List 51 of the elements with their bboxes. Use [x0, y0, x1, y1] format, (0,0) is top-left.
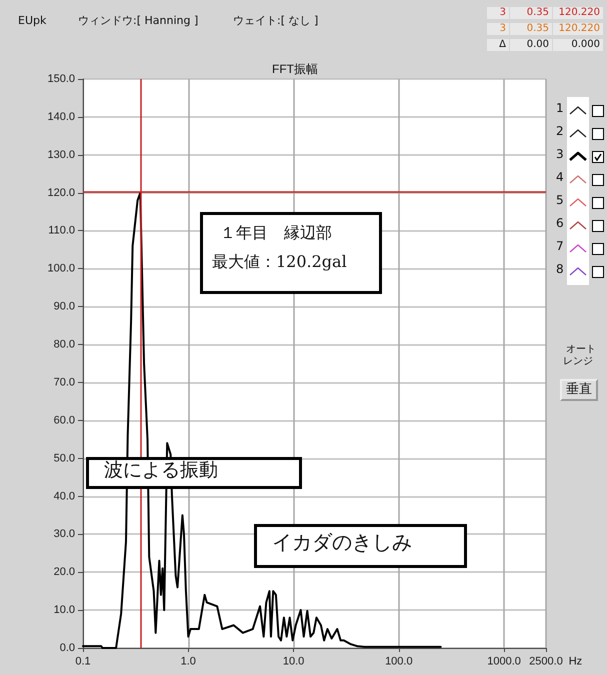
x-tick-label: 100.0 — [385, 656, 413, 668]
text: 0.35 — [510, 7, 552, 19]
text: 120.220 — [553, 7, 603, 19]
text: 6 — [556, 216, 564, 230]
x-tick-label: 1000.0 — [487, 656, 521, 668]
annotation: １年目 縁辺部 — [220, 223, 332, 242]
text: 3 — [556, 147, 564, 162]
y-tick-label: 0.0 — [60, 642, 75, 654]
y-tick-label: 110.0 — [48, 224, 75, 237]
y-tick-label: 140.0 — [47, 110, 75, 123]
x-tick-label: 2500.0 — [529, 656, 563, 668]
text: 4 — [556, 170, 564, 184]
x-tick-label: 0.1 — [75, 656, 91, 668]
y-tick-label: 80.0 — [54, 338, 75, 351]
annotation: 最大値：120.2gal — [212, 252, 347, 272]
y-tick-label: 50.0 — [54, 452, 75, 464]
text: 0.000 — [553, 39, 603, 51]
y-tick-label: 60.0 — [54, 414, 75, 426]
text: 5 — [556, 193, 564, 208]
x-axis-title: Hz — [568, 656, 582, 668]
text: ウェイト:[ なし ] — [233, 14, 318, 28]
text: 3 — [487, 23, 509, 35]
y-tick-label: 10.0 — [54, 604, 75, 616]
text: 0.35 — [510, 23, 552, 35]
text: 7 — [556, 239, 564, 254]
y-tick-label: 20.0 — [54, 566, 75, 578]
y-tick-label: 30.0 — [54, 528, 75, 540]
text: 2 — [556, 124, 564, 138]
text: EUpk — [18, 14, 46, 28]
text: 8 — [556, 262, 564, 276]
y-tick-label: 70.0 — [54, 376, 75, 388]
text: Δ — [487, 39, 509, 51]
chart-title: FFT振幅 — [272, 62, 318, 76]
text: 0.00 — [510, 39, 552, 51]
text: オート — [566, 344, 596, 356]
x-tick-label: 1.0 — [180, 656, 196, 668]
y-tick-label: 90.0 — [54, 300, 75, 313]
text: 120.220 — [553, 23, 603, 35]
text: 1 — [556, 101, 564, 116]
y-tick-label: 40.0 — [54, 490, 75, 502]
y-tick-label: 150.0 — [47, 73, 75, 85]
annotation: イカダのきしみ — [272, 530, 412, 554]
y-tick-label: 130.0 — [47, 148, 75, 161]
text: 3 — [487, 7, 509, 19]
y-tick-label: 120.0 — [47, 186, 75, 199]
y-tick-label: 100.0 — [47, 262, 75, 275]
text: レンジ — [563, 356, 593, 368]
annotation: 波による振動 — [104, 459, 218, 482]
text: ウィンドウ:[ Hanning ] — [78, 14, 198, 28]
text: 垂直 — [560, 379, 598, 401]
x-tick-label: 10.0 — [282, 656, 304, 668]
